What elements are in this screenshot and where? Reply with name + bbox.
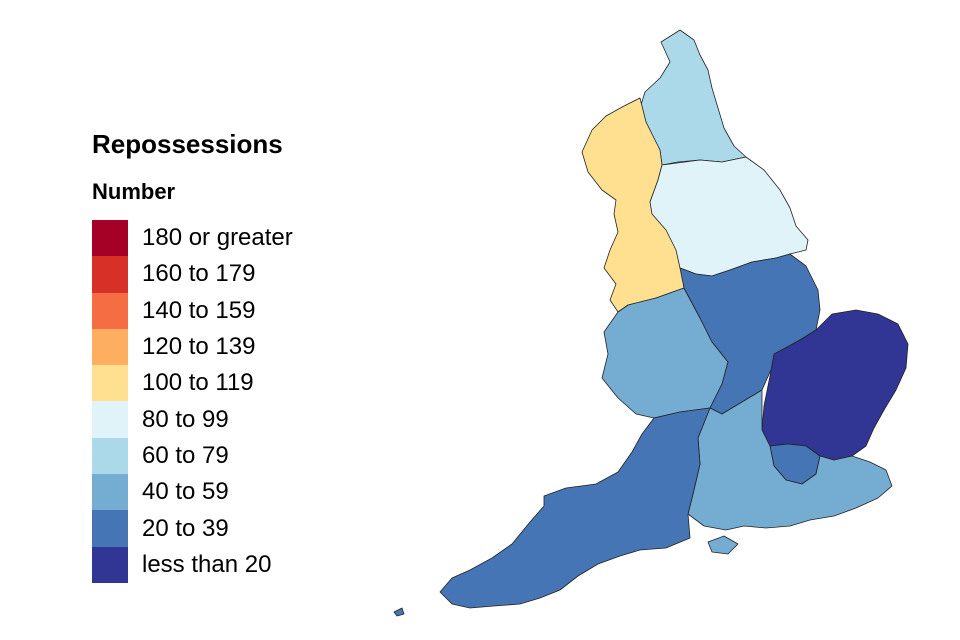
- legend-swatch: [92, 437, 128, 475]
- legend-item-40-to-59: 40 to 59: [92, 474, 352, 511]
- region-isle-of-wight: [707, 535, 739, 555]
- legend-swatch: [92, 546, 128, 583]
- legend-label: 100 to 119: [142, 369, 254, 397]
- legend-title: Repossessions: [92, 129, 283, 159]
- legend-item-less-than-20: less than 20: [92, 546, 352, 583]
- legend-item-60-to-79: 60 to 79: [92, 437, 352, 475]
- legend-swatch: [92, 474, 128, 511]
- legend-item-160-to-179: 160 to 179: [92, 256, 352, 293]
- legend-swatch: [92, 510, 128, 547]
- legend-item-80-to-99: 80 to 99: [92, 401, 352, 438]
- legend-swatch: [92, 220, 128, 257]
- legend-label: 120 to 139: [142, 333, 256, 361]
- legend-item-120-to-139: 120 to 139: [92, 328, 352, 366]
- legend-swatch: [92, 328, 128, 366]
- legend-label: less than 20: [142, 550, 272, 578]
- legend-label: 160 to 179: [142, 260, 256, 288]
- legend-label: 40 to 59: [142, 478, 229, 506]
- legend-swatch: [92, 401, 128, 438]
- legend-item-20-to-39: 20 to 39: [92, 510, 352, 547]
- region-south-west: [439, 407, 711, 609]
- legend-item-100-to-119: 100 to 119: [92, 365, 352, 402]
- legend-label: 60 to 79: [142, 441, 229, 469]
- legend-label: 20 to 39: [142, 514, 229, 542]
- legend-swatch: [92, 256, 128, 293]
- legend-item-140-to-159: 140 to 159: [92, 292, 352, 329]
- legend-item-180-or-greater: 180 or greater: [92, 220, 352, 257]
- legend-subtitle: Number: [92, 179, 176, 204]
- map-legend: Repossessions Number 180 or greater 160 …: [92, 128, 352, 583]
- region-south-east: [687, 389, 893, 531]
- legend-label: 180 or greater: [142, 224, 293, 252]
- legend-list: 180 or greater 160 to 179 140 to 159 120…: [92, 220, 352, 583]
- legend-swatch: [92, 292, 128, 329]
- legend-label: 80 to 99: [142, 405, 229, 433]
- region-isles-of-scilly: [393, 607, 405, 617]
- legend-swatch: [92, 365, 128, 402]
- legend-label: 140 to 159: [142, 296, 256, 324]
